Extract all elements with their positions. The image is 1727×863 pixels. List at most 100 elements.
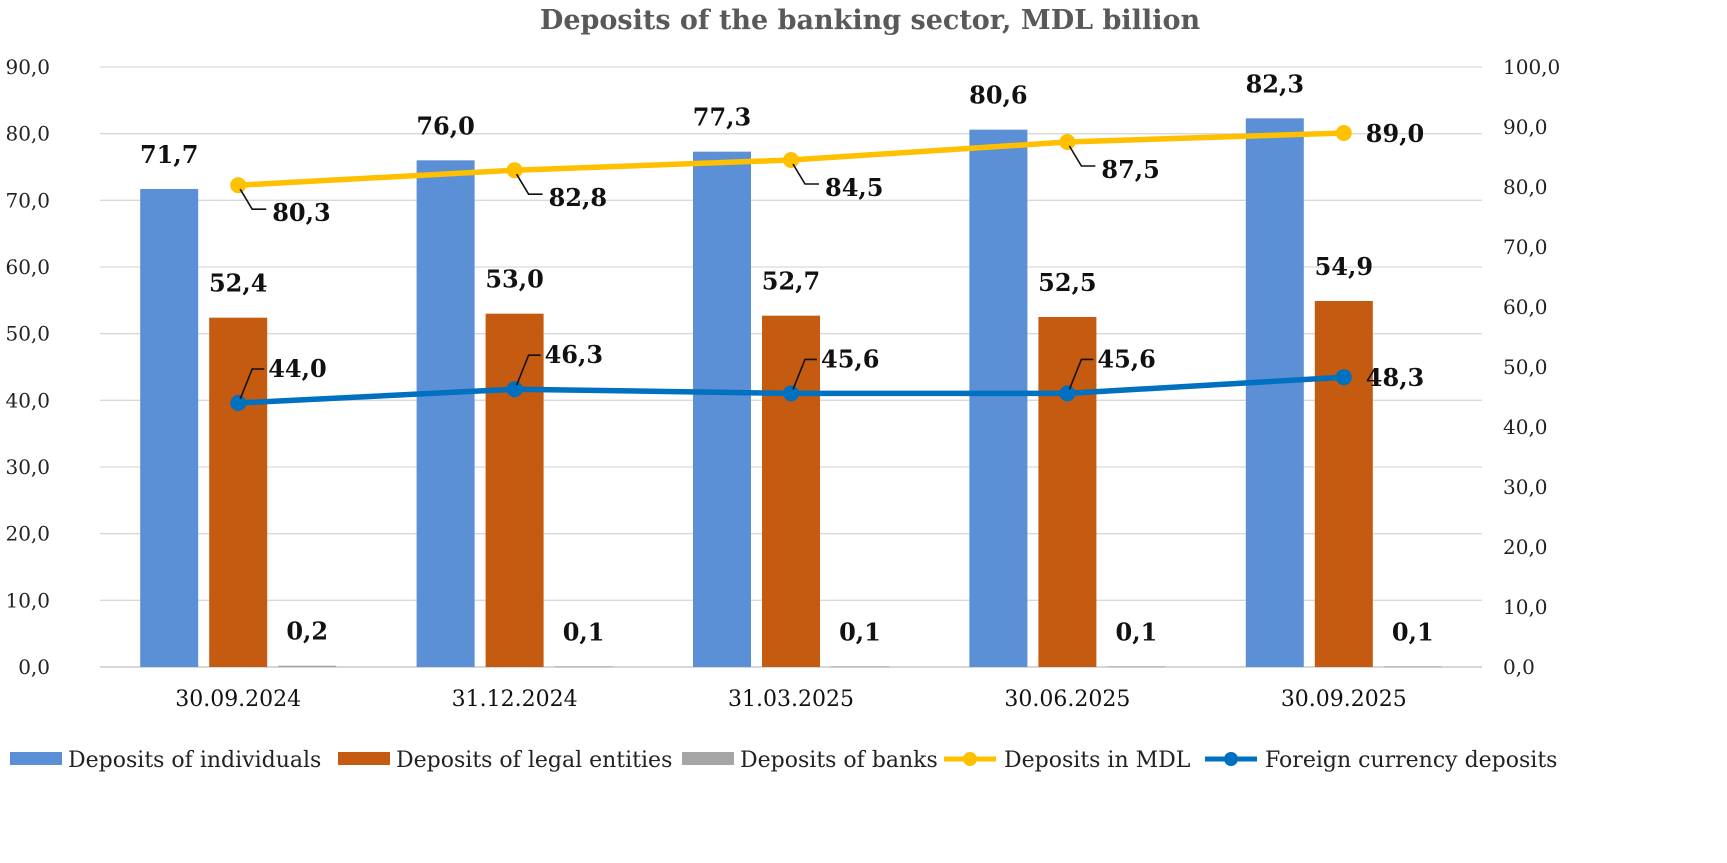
bar: [554, 666, 613, 668]
legend-label: Deposits in MDL: [1004, 748, 1191, 773]
line-point: [783, 385, 799, 402]
left-y-tick-label: 10,0: [5, 588, 50, 612]
x-tick-label: 30.09.2025: [1281, 687, 1407, 712]
line-data-label: 82,8: [549, 183, 607, 212]
right-y-tick-label: 30,0: [1503, 475, 1548, 499]
bar-data-label: 0,1: [563, 617, 605, 646]
bar: [1107, 666, 1166, 668]
right-y-tick-label: 20,0: [1503, 535, 1548, 559]
leader-line: [1068, 358, 1094, 390]
bar-data-label: 0,2: [286, 617, 328, 646]
legend-swatch: [10, 752, 62, 765]
line-point: [506, 381, 523, 398]
right-y-tick-label: 80,0: [1503, 175, 1548, 199]
line-point: [1335, 125, 1352, 141]
left-y-tick-label: 60,0: [5, 255, 50, 279]
bar: [831, 666, 889, 668]
bar: [1038, 317, 1097, 667]
line-point: [783, 152, 799, 168]
x-axis: 30.09.2024 31.12.2024 31.03.2025 30.06.2025…: [175, 687, 1407, 712]
leader-line: [515, 354, 541, 386]
bar: [485, 313, 544, 667]
bar: [278, 665, 337, 667]
chart-title: Deposits of the banking sector, MDL bill…: [540, 5, 1201, 36]
bar-data-label: 71,7: [140, 140, 198, 169]
left-y-tick-label: 90,0: [5, 55, 50, 79]
line-point: [1059, 385, 1076, 402]
legend-marker: [1224, 752, 1238, 766]
right-y-tick-label: 70,0: [1503, 235, 1548, 259]
legend-swatch: [682, 752, 734, 765]
line-data-label: 45,6: [1097, 344, 1155, 373]
bar: [416, 160, 475, 668]
x-tick-label: 30.06.2025: [1004, 687, 1130, 712]
leader-line: [239, 368, 265, 400]
right-y-tick-label: 90,0: [1503, 115, 1548, 139]
line-point: [506, 162, 523, 179]
legend: Deposits of individuals Deposits of legal…: [10, 748, 1557, 773]
bar-data-label: 52,5: [1038, 268, 1096, 297]
right-y-tick-label: 40,0: [1503, 415, 1548, 439]
right-y-tick-label: 0,0: [1503, 655, 1535, 679]
bar-data-label: 82,3: [1246, 69, 1304, 98]
right-y-tick-label: 60,0: [1503, 295, 1548, 319]
bar: [969, 129, 1028, 667]
line-data-label: 84,5: [825, 173, 883, 202]
right-y-tick-label: 50,0: [1503, 355, 1548, 379]
legend-swatch: [338, 752, 390, 765]
legend-label: Deposits of individuals: [68, 748, 321, 773]
bar-data-label: 52,7: [762, 267, 820, 296]
left-y-axis: 0,0 10,0 20,0 30,0 40,0 50,0 60,0 70,0 80,0 90,0: [5, 55, 50, 679]
right-y-axis: 0,0 10,0 20,0 30,0 40,0 50,0 60,0 70,0 80,0 90,0 1…: [1503, 55, 1560, 679]
bar-data-label: 76,0: [416, 111, 474, 140]
bar-data-label: 52,4: [209, 269, 267, 298]
line-data-label: 48,3: [1366, 363, 1424, 392]
left-y-tick-label: 30,0: [5, 455, 50, 479]
legend-label: Deposits of legal entities: [396, 748, 672, 773]
legend-marker: [963, 752, 977, 766]
left-y-tick-label: 70,0: [5, 188, 50, 212]
left-y-tick-label: 80,0: [5, 122, 50, 146]
data-labels: 71,7 76,0 77,3 80,6 82,3 52,4 53,0 52,7 52,5 54,9…: [140, 69, 1434, 646]
line-point: [1059, 134, 1076, 150]
bar-data-label: 0,1: [1116, 617, 1158, 646]
bar-data-label: 0,1: [1392, 617, 1434, 646]
bar: [1245, 118, 1304, 668]
bar: [140, 189, 199, 667]
right-y-tick-label: 100,0: [1503, 55, 1560, 79]
legend-label: Foreign currency deposits: [1265, 748, 1557, 773]
line-point: [230, 177, 247, 194]
bar: [693, 151, 751, 667]
line-data-label: 45,6: [821, 344, 879, 373]
bar-data-label: 80,6: [969, 81, 1027, 110]
line-data-label: 46,3: [545, 340, 603, 369]
left-y-tick-label: 20,0: [5, 522, 50, 546]
bar-data-label: 54,9: [1315, 252, 1373, 281]
left-y-tick-label: 50,0: [5, 322, 50, 346]
line-data-label: 87,5: [1101, 155, 1159, 184]
legend-label: Deposits of banks: [740, 748, 938, 773]
line-point: [1335, 369, 1352, 386]
leader-line: [1068, 145, 1096, 167]
leader-line: [239, 188, 267, 210]
line-data-label: 89,0: [1366, 119, 1424, 148]
leader-line: [792, 358, 817, 390]
bar: [1314, 301, 1373, 667]
x-tick-label: 31.03.2025: [728, 687, 854, 712]
bars: [140, 118, 1442, 668]
bar-data-label: 53,0: [485, 265, 543, 294]
bar-data-label: 77,3: [693, 103, 751, 132]
bar-data-label: 0,1: [839, 617, 881, 646]
leader-line: [792, 163, 819, 185]
lines: [230, 125, 1352, 411]
bar: [762, 315, 820, 667]
right-y-tick-label: 10,0: [1503, 595, 1548, 619]
x-tick-label: 31.12.2024: [452, 687, 578, 712]
line-data-label: 80,3: [272, 198, 330, 227]
bar: [1383, 666, 1442, 668]
left-y-tick-label: 0,0: [18, 655, 50, 679]
leader-line: [515, 173, 543, 195]
line-point: [230, 395, 247, 411]
